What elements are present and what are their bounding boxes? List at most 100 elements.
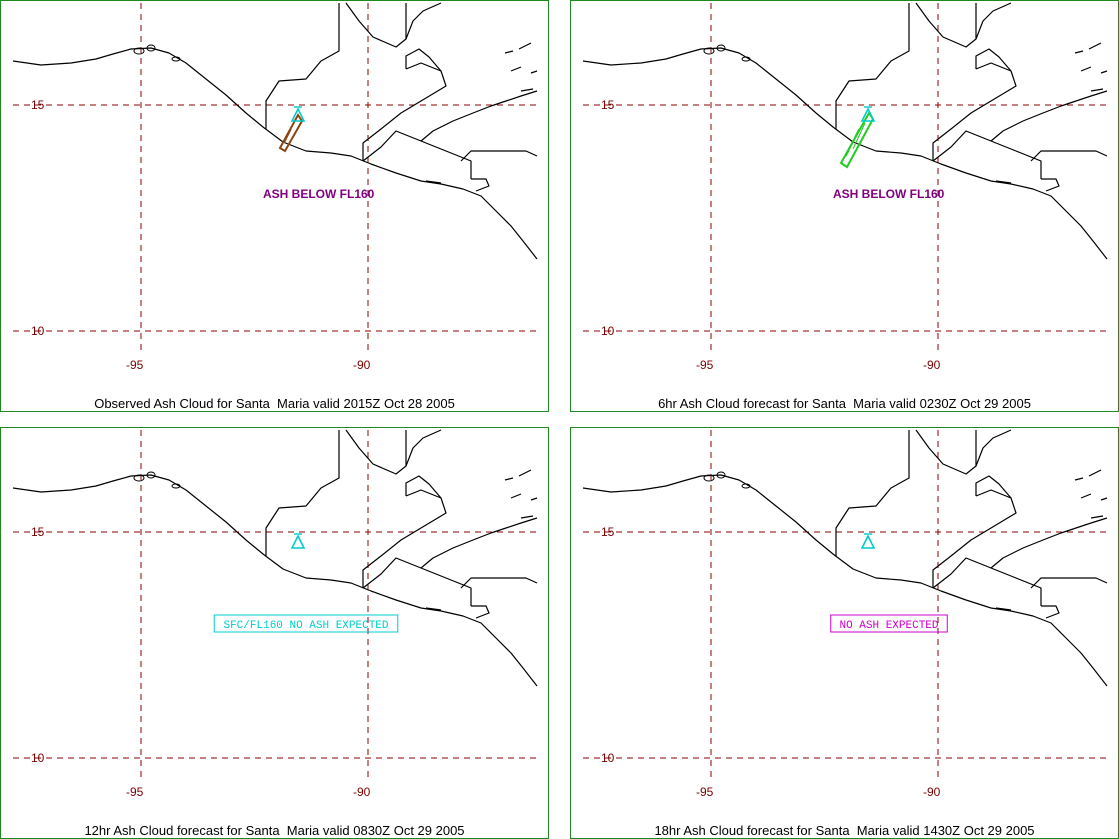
island [518, 42, 532, 50]
island [1088, 42, 1102, 50]
island [1088, 469, 1102, 477]
lat-label: 10 [31, 751, 45, 765]
coastline [582, 2, 1108, 260]
coast-detail [716, 44, 726, 52]
ash-cloud [278, 113, 304, 153]
country-border [990, 517, 1108, 569]
coast-detail [133, 47, 145, 55]
island [520, 515, 534, 519]
coast-detail [703, 47, 715, 55]
lon-label: -90 [923, 785, 941, 799]
country-border [420, 517, 538, 569]
country-border [990, 90, 1108, 142]
coast-detail [146, 44, 156, 52]
panel-caption: 18hr Ash Cloud forecast for Santa Maria … [654, 823, 1035, 838]
note-box [830, 614, 948, 633]
country-border [975, 48, 1012, 72]
country-border [932, 62, 1017, 161]
panel-caption: 12hr Ash Cloud forecast for Santa Maria … [84, 823, 465, 838]
island [425, 607, 442, 611]
island [530, 70, 538, 74]
island [425, 180, 442, 184]
ash-altitude-note: ASH BELOW FL160 [263, 187, 375, 201]
map-canvas: 15 10 -95 -90 SFC/FL160 NO ASH EXPECTED [12, 429, 538, 799]
coast-detail [716, 471, 726, 479]
country-border [975, 429, 1012, 467]
volcano-triangle-icon [860, 106, 876, 122]
island [520, 88, 534, 92]
volcano-triangle-icon [860, 533, 876, 549]
country-border [1041, 178, 1060, 192]
country-border [362, 557, 472, 606]
coastline [12, 429, 538, 687]
country-border [932, 557, 1042, 606]
country-border [362, 489, 447, 588]
lat-label: 10 [31, 324, 45, 338]
volcano-triangle-icon [290, 533, 306, 549]
ash-altitude-note: ASH BELOW FL160 [833, 187, 945, 201]
map-canvas: 15 10 -95 -90 ASH BELOW FL160 [582, 2, 1108, 372]
map-canvas: 15 10 -95 -90 NO ASH EXPECTED [582, 429, 1108, 799]
lon-label: -90 [353, 785, 371, 799]
country-border [405, 2, 442, 40]
lon-label: -90 [923, 358, 941, 372]
country-border [975, 2, 1012, 40]
country-border [362, 62, 447, 161]
island [504, 50, 514, 54]
country-border [835, 3, 910, 129]
country-border [975, 475, 1012, 499]
island [510, 493, 522, 499]
country-border [405, 475, 442, 499]
panel-caption: 6hr Ash Cloud forecast for Santa Maria v… [658, 396, 1031, 411]
graticule [583, 430, 1107, 778]
note-box [213, 614, 399, 633]
country-border [932, 130, 1042, 179]
coast-detail [703, 474, 715, 482]
graticule [583, 3, 1107, 351]
country-border [915, 429, 977, 475]
coast-detail [741, 483, 751, 489]
island [995, 607, 1012, 611]
coastline [582, 429, 1108, 687]
country-border [345, 429, 407, 475]
country-border [420, 90, 538, 142]
no-ash-note: NO ASH EXPECTED [839, 620, 938, 632]
map-panel-18hr: 15 10 -95 -90 NO ASH EXPECTED 18hr Ash Cloud… [570, 427, 1119, 839]
coastline [12, 2, 538, 260]
country-border [345, 2, 407, 48]
graticule [13, 3, 537, 351]
island [1100, 70, 1108, 74]
island [504, 477, 514, 481]
map-panel-6hr: 15 10 -95 -90 ASH BELOW FL160 6hr Ash Cloud … [570, 0, 1119, 412]
lon-label: -95 [696, 785, 714, 799]
lat-label: 10 [601, 324, 615, 338]
island [1074, 477, 1084, 481]
island [1100, 497, 1108, 501]
country-border [835, 430, 910, 556]
island [530, 497, 538, 501]
pacific-coast [12, 47, 538, 260]
panel-caption: Observed Ash Cloud for Santa Maria valid… [94, 396, 455, 411]
country-border [265, 3, 340, 129]
lon-label: -95 [126, 358, 144, 372]
country-border [1030, 577, 1108, 589]
island [1080, 493, 1092, 499]
island [1090, 515, 1104, 519]
country-border [405, 48, 442, 72]
country-border [471, 605, 490, 619]
coast-detail [171, 56, 181, 62]
coast-detail [171, 483, 181, 489]
island [1074, 50, 1084, 54]
country-border [460, 150, 538, 162]
lat-label: 15 [31, 98, 45, 112]
country-border [265, 430, 340, 556]
country-border [362, 130, 472, 179]
country-border [471, 178, 490, 192]
island [518, 469, 532, 477]
map-canvas: 15 10 -95 -90 ASH BELOW FL160 [12, 2, 538, 372]
island [995, 180, 1012, 184]
country-border [1030, 150, 1108, 162]
island [1090, 88, 1104, 92]
lat-label: 15 [31, 525, 45, 539]
pacific-coast [582, 47, 1108, 260]
